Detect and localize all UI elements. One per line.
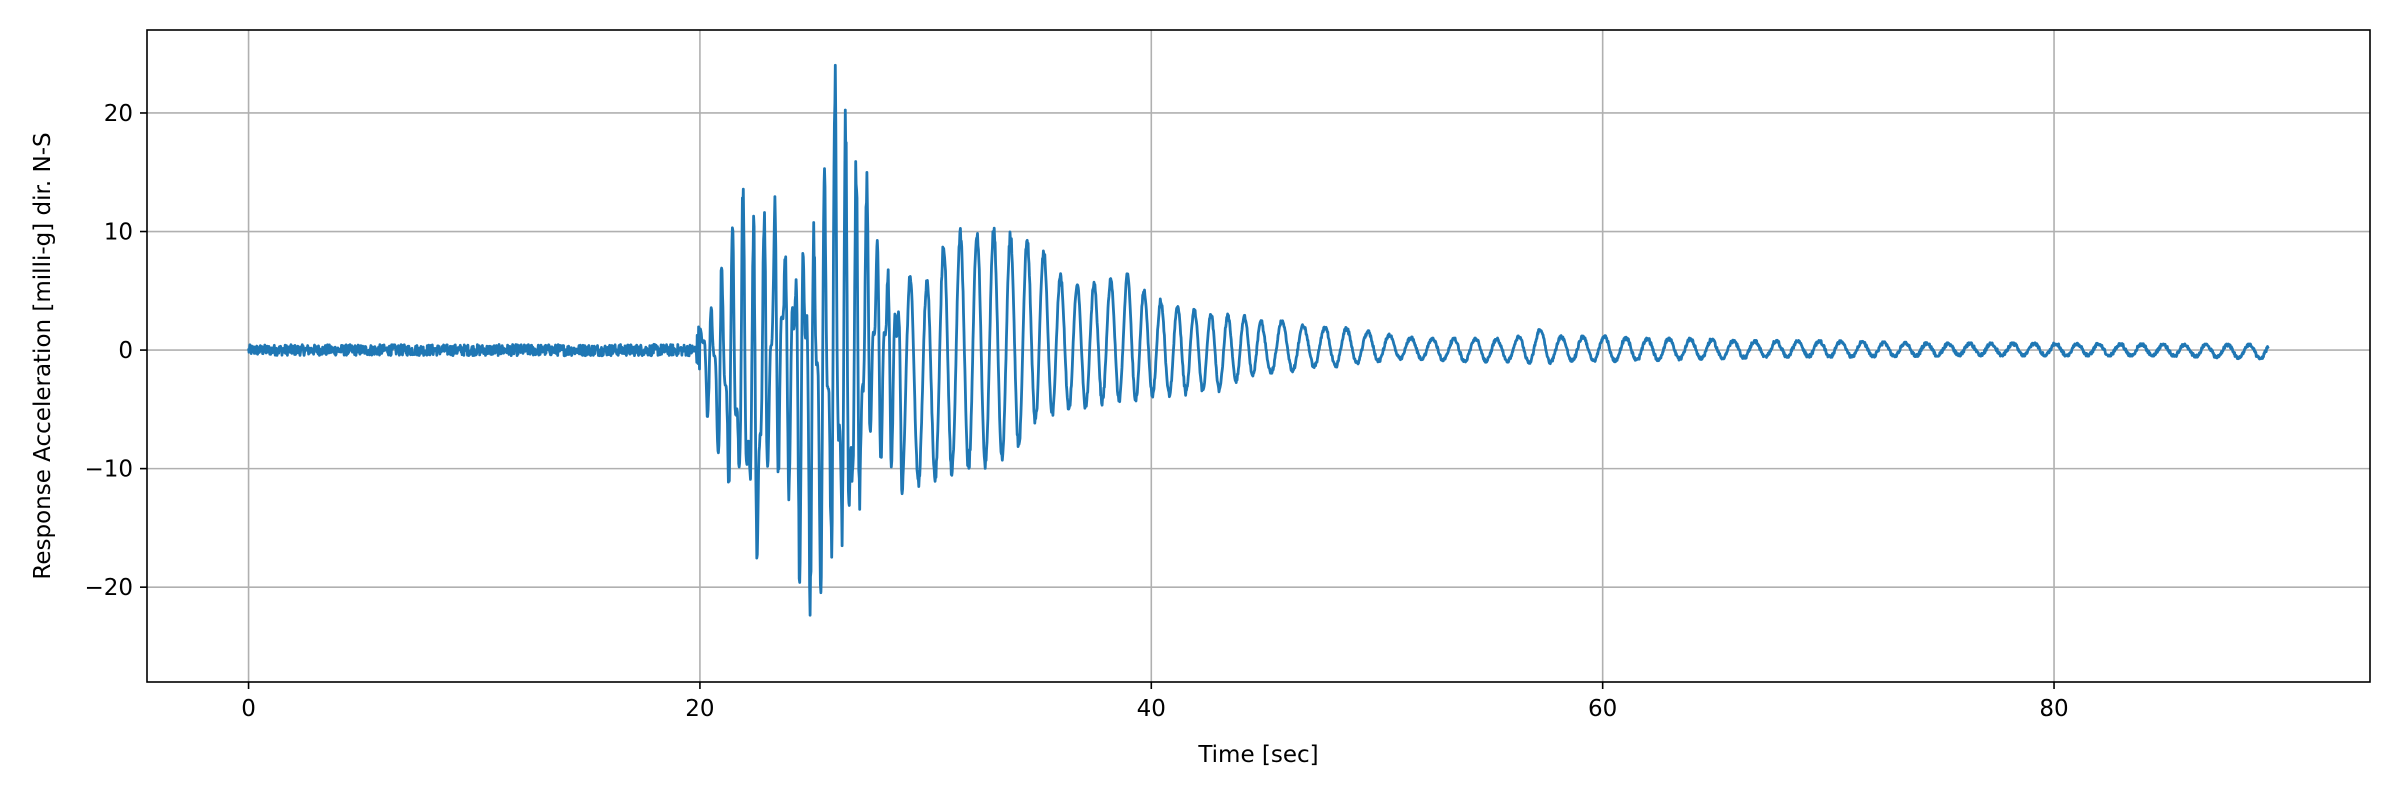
plot-area xyxy=(247,63,2270,617)
x-tick-label: 0 xyxy=(241,696,256,722)
axis-ticks: 0 20 40 60 80 −20 −10 0 10 20 xyxy=(84,101,2068,722)
y-axis-label: Response Acceleration [milli-g] dir. N-S xyxy=(30,132,56,579)
y-tick-label: 20 xyxy=(104,101,133,127)
x-tick-label: 20 xyxy=(685,696,714,722)
axes-frame xyxy=(146,29,2371,683)
x-tick-label: 60 xyxy=(1588,696,1617,722)
x-tick-label: 40 xyxy=(1137,696,1166,722)
y-tick-label: 10 xyxy=(104,220,133,246)
y-tick-label: −10 xyxy=(84,457,133,483)
x-axis-label: Time [sec] xyxy=(1197,742,1318,768)
series-line xyxy=(247,63,2270,617)
x-tick-label: 80 xyxy=(2039,696,2068,722)
y-tick-label: −20 xyxy=(84,575,133,601)
grid-lines xyxy=(147,30,2370,682)
y-tick-label: 0 xyxy=(118,338,133,364)
